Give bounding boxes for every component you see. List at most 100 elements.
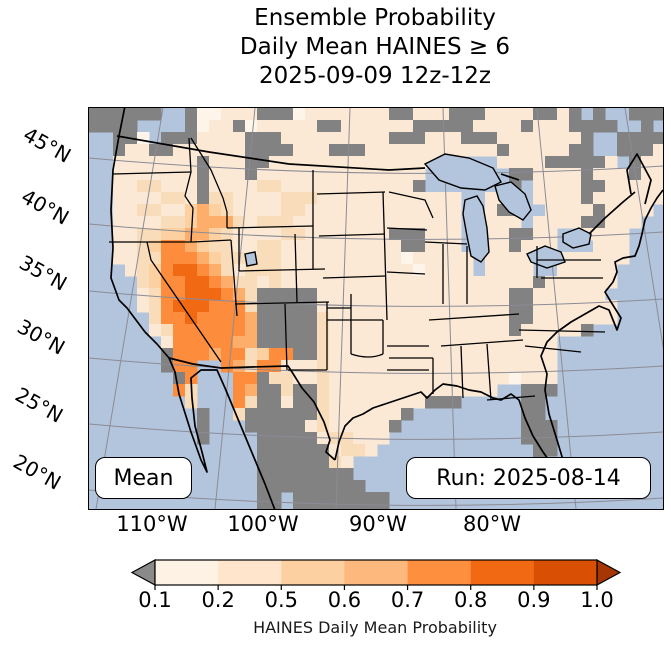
raster-cell — [221, 348, 234, 361]
lat-tick-label: 40°N — [17, 184, 74, 230]
raster-cell — [293, 132, 306, 145]
raster-cell — [605, 216, 618, 229]
raster-cell — [533, 444, 546, 457]
raster-cell — [317, 504, 330, 509]
raster-cell — [233, 408, 246, 421]
raster-cell — [233, 168, 246, 181]
raster-cell — [341, 228, 354, 241]
raster-cell — [353, 204, 366, 217]
raster-cell — [281, 396, 294, 409]
raster-cell — [353, 264, 366, 277]
raster-cell — [185, 300, 198, 313]
raster-cell — [173, 156, 186, 169]
raster-cell — [533, 228, 546, 241]
raster-cell — [353, 120, 366, 133]
raster-cell — [389, 192, 402, 205]
raster-cell — [449, 240, 462, 253]
raster-cell — [437, 144, 450, 157]
raster-cell — [401, 108, 414, 121]
raster-cell — [305, 396, 318, 409]
raster-cell — [533, 216, 546, 229]
raster-cell — [233, 108, 246, 121]
raster-cell — [305, 384, 318, 397]
raster-cell — [317, 396, 330, 409]
raster-cell — [221, 204, 234, 217]
raster-cell — [281, 312, 294, 325]
colorbar-segment — [407, 560, 472, 585]
raster-cell — [329, 420, 342, 433]
raster-cell — [293, 204, 306, 217]
raster-cell — [341, 156, 354, 169]
state-border-path — [388, 191, 434, 219]
raster-cell — [413, 324, 426, 337]
raster-cell — [329, 168, 342, 181]
raster-cell — [257, 396, 270, 409]
raster-cell — [449, 252, 462, 265]
raster-cell — [233, 276, 246, 289]
raster-cell — [305, 204, 318, 217]
raster-cell — [161, 228, 174, 241]
raster-cell — [281, 216, 294, 229]
raster-cell — [161, 204, 174, 217]
raster-cell — [269, 192, 282, 205]
raster-cell — [269, 228, 282, 241]
raster-cell — [497, 216, 510, 229]
raster-cell — [437, 312, 450, 325]
raster-cell — [497, 300, 510, 313]
raster-cell — [437, 348, 450, 361]
raster-cell — [629, 156, 642, 169]
raster-cell — [317, 384, 330, 397]
raster-cell — [425, 216, 438, 229]
raster-cell — [497, 252, 510, 265]
raster-cell — [209, 276, 222, 289]
raster-cell — [545, 228, 558, 241]
colorbar-segment — [344, 560, 408, 585]
raster-cell — [389, 180, 402, 193]
raster-cell — [365, 120, 378, 133]
raster-cell — [557, 132, 570, 145]
raster-cell — [377, 360, 390, 373]
raster-cell — [305, 456, 318, 469]
raster-cell — [137, 144, 150, 157]
raster-cell — [245, 408, 258, 421]
raster-cell — [509, 336, 522, 349]
raster-cell — [569, 276, 582, 289]
raster-cell — [557, 192, 570, 205]
raster-cell — [449, 396, 462, 409]
raster-cell — [437, 216, 450, 229]
raster-cell — [377, 384, 390, 397]
raster-cell — [209, 252, 222, 265]
raster-cell — [329, 300, 342, 313]
raster-cell — [245, 420, 258, 433]
raster-cell — [593, 216, 606, 229]
raster-cell — [605, 228, 618, 241]
raster-cell — [221, 252, 234, 265]
raster-cell — [293, 192, 306, 205]
raster-cell — [305, 120, 318, 133]
raster-cell — [389, 420, 402, 433]
raster-cell — [521, 396, 534, 409]
raster-cell — [113, 192, 126, 205]
state-border-path — [184, 137, 194, 243]
raster-cell — [593, 168, 606, 181]
raster-cell — [233, 372, 246, 385]
raster-cell — [377, 276, 390, 289]
raster-cell — [365, 276, 378, 289]
raster-cell — [509, 300, 522, 313]
raster-cell — [425, 372, 438, 385]
raster-cell — [449, 228, 462, 241]
raster-cell — [293, 444, 306, 457]
raster-cell — [341, 384, 354, 397]
raster-cell — [281, 432, 294, 445]
raster-cell — [545, 312, 558, 325]
raster-cell — [545, 204, 558, 217]
raster-cell — [377, 180, 390, 193]
raster-cell — [293, 408, 306, 421]
raster-cell — [533, 276, 546, 289]
raster-cell — [281, 240, 294, 253]
raster-cell — [281, 252, 294, 265]
raster-cell — [257, 132, 270, 145]
raster-cell — [389, 144, 402, 157]
raster-cell — [221, 312, 234, 325]
raster-cell — [329, 132, 342, 145]
